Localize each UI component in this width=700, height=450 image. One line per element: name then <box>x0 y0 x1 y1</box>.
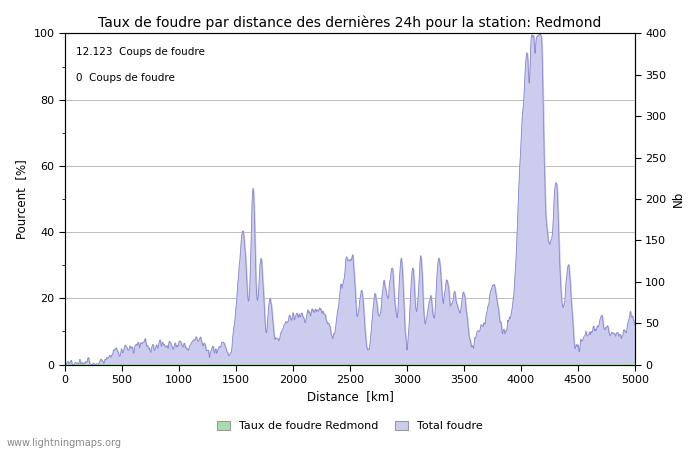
Text: www.lightningmaps.org: www.lightningmaps.org <box>7 438 122 448</box>
Y-axis label: Nb: Nb <box>672 191 685 207</box>
Legend: Taux de foudre Redmond, Total foudre: Taux de foudre Redmond, Total foudre <box>212 416 488 436</box>
Title: Taux de foudre par distance des dernières 24h pour la station: Redmond: Taux de foudre par distance des dernière… <box>98 15 601 30</box>
X-axis label: Distance  [km]: Distance [km] <box>307 391 393 404</box>
Text: 0  Coups de foudre: 0 Coups de foudre <box>76 73 175 83</box>
Text: 12.123  Coups de foudre: 12.123 Coups de foudre <box>76 47 205 57</box>
Y-axis label: Pourcent  [%]: Pourcent [%] <box>15 159 28 239</box>
